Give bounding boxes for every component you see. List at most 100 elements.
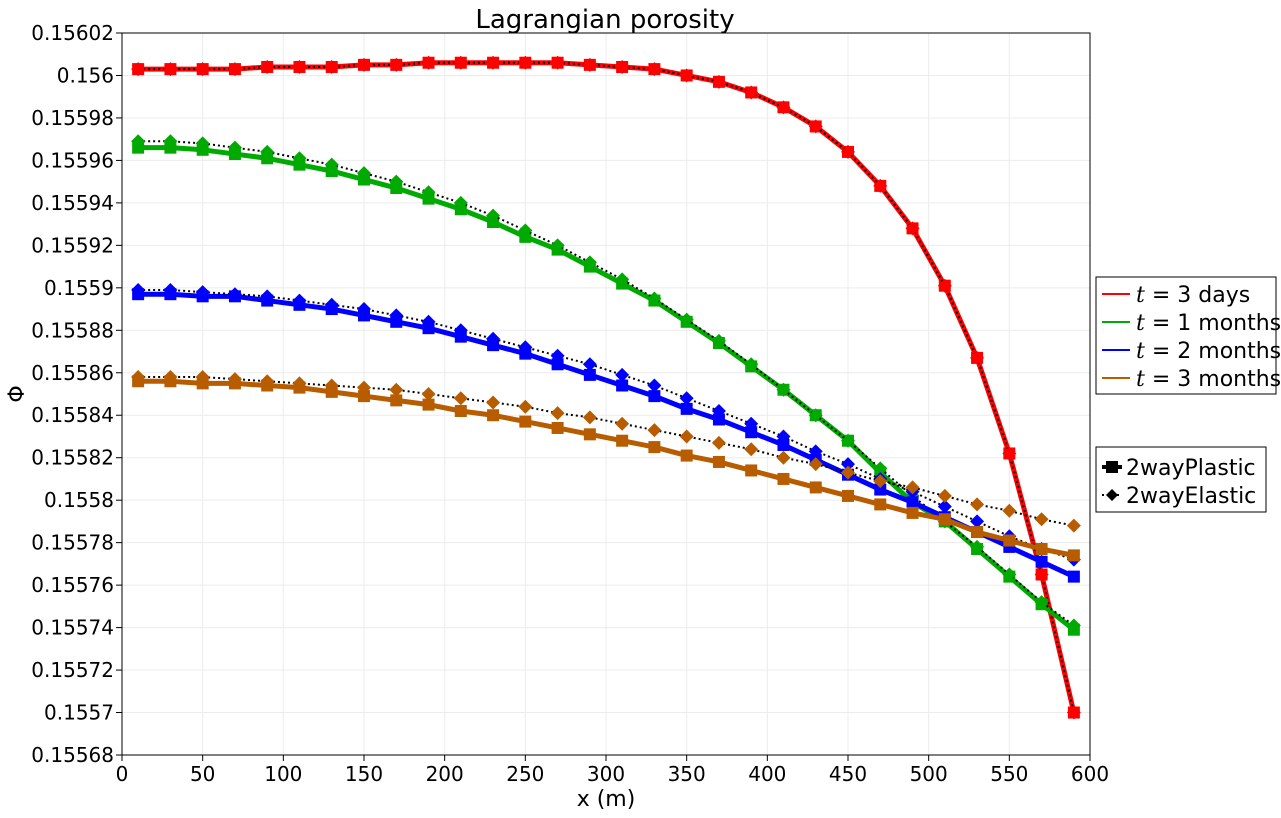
data-point-square [1035,555,1048,568]
legend-time-unit: months [1191,367,1281,392]
legend-time-box [1095,276,1277,395]
data-point-diamond [421,55,436,70]
legend-time-eq: = 2 [1145,339,1191,364]
data-point-square [487,409,500,422]
y-tick-label: 0.15568 [31,743,114,767]
data-point-square [1003,534,1016,547]
data-point-square [551,358,564,371]
data-point-diamond [711,333,726,348]
data-point-diamond [292,59,307,74]
data-point-diamond [905,221,920,236]
legend-time-label: t = 2 months [1136,339,1281,364]
data-point-diamond [1002,446,1017,461]
x-tick-label: 150 [345,762,383,786]
data-point-square [1067,549,1080,562]
data-point-diamond [357,380,371,395]
data-point-diamond [195,136,210,151]
data-point-diamond [389,57,404,72]
legend-time-label: t = 1 months [1136,311,1281,336]
data-point-diamond [776,382,791,397]
data-point-diamond [163,134,178,149]
data-point-diamond [357,302,371,317]
data-point-square [680,402,693,415]
data-point-diamond [679,312,694,327]
legend-style-box [1095,446,1267,513]
data-point-diamond [776,429,791,444]
y-tick-label: 0.15582 [31,446,114,470]
data-point-square [712,413,725,426]
data-point-square [938,513,951,526]
data-point-diamond [1002,567,1017,582]
data-point-diamond [873,461,888,476]
y-tick-label: 0.15594 [31,191,114,215]
series-1 [131,55,1081,720]
data-point-diamond [711,403,726,418]
legend-time-eq: = 1 [1145,311,1191,336]
data-point-diamond [421,314,436,329]
data-point-diamond [841,433,855,448]
data-point-diamond [357,57,371,72]
x-tick-label: 350 [668,762,706,786]
data-point-diamond [550,55,565,70]
y-tick-label: 0.1557 [44,701,114,725]
data-point-diamond [324,297,339,312]
data-point-diamond [647,423,662,438]
legend-style-marker-square [1106,461,1118,473]
data-point-diamond [744,416,759,431]
series-6 [132,375,1080,562]
data-point-diamond [744,85,759,100]
y-tick-label: 0.156 [57,63,114,87]
data-point-diamond [163,370,178,385]
x-tick-label: 200 [426,762,464,786]
data-point-diamond [873,474,888,489]
legend-time-math: t [1136,367,1145,392]
data-point-diamond [1034,567,1049,582]
data-point-square [745,464,758,477]
data-point-diamond [808,119,823,134]
data-point-diamond [841,465,855,480]
y-tick-label: 0.15586 [31,361,114,385]
data-point-square [583,368,596,381]
data-point-diamond [550,406,565,421]
y-axis: 0.15568 0.1557 0.15572 0.15574 0.15576 0.1557… [31,21,122,767]
data-point-diamond [615,59,630,74]
y-tick-label: 0.15596 [31,148,114,172]
data-point-diamond [324,378,339,393]
data-point-diamond [615,416,630,431]
x-tick-label: 500 [910,762,948,786]
data-point-diamond [582,57,597,72]
legend-time-eq: = 3 [1145,283,1191,308]
legend-time-unit: months [1191,311,1281,336]
data-point-square [906,496,919,509]
data-point-diamond [292,376,307,391]
data-point-diamond [776,100,791,115]
data-point-diamond [1034,595,1049,610]
data-point-diamond [131,134,146,149]
data-point-square [874,498,887,511]
data-point-diamond [873,178,888,193]
data-point-diamond [1002,503,1017,518]
legend-time-label: t = 3 days [1136,283,1250,308]
x-tick-label: 0 [116,762,129,786]
data-point-diamond [486,55,501,70]
data-point-diamond [453,55,468,70]
data-point-diamond [744,442,759,457]
series-7 [131,370,1081,533]
data-point-square [842,489,854,502]
legend-style-label: 2wayElastic [1126,484,1256,509]
x-tick-label: 550 [990,762,1028,786]
data-point-diamond [582,410,597,425]
data-point-square [777,438,790,451]
y-tick-label: 0.15602 [31,21,114,45]
data-point-square [680,449,693,462]
data-point-diamond [970,497,985,512]
data-point-diamond [582,255,597,270]
series-line [138,140,1075,627]
y-tick-label: 0.15572 [31,658,114,682]
data-point-diamond [518,340,533,355]
data-point-square [745,426,758,439]
y-tick-label: 0.15592 [31,233,114,257]
data-point-square [777,472,790,485]
data-point-diamond [582,357,597,372]
